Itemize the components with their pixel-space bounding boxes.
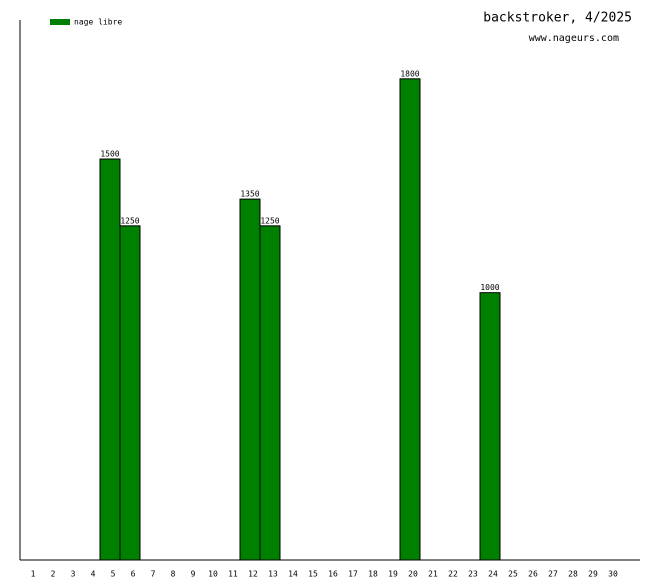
x-tick-label: 8 (171, 570, 176, 579)
x-tick-label: 14 (288, 570, 298, 579)
x-tick-label: 3 (71, 570, 76, 579)
x-tick-label: 22 (448, 570, 458, 579)
bar (99, 158, 121, 561)
x-tick-label: 24 (488, 570, 498, 579)
x-tick-label: 23 (468, 570, 478, 579)
legend-label: nage libre (74, 18, 122, 27)
x-tick-label: 10 (208, 570, 218, 579)
bar (259, 225, 281, 561)
x-tick-label: 15 (308, 570, 318, 579)
x-tick-label: 1 (31, 570, 36, 579)
bar (239, 198, 261, 561)
chart-title: backstroker, 4/2025 (483, 11, 632, 26)
x-tick-label: 19 (388, 570, 398, 579)
x-tick-label: 9 (191, 570, 196, 579)
x-tick-label: 30 (608, 570, 618, 579)
data-label: 1800 (400, 69, 419, 78)
x-tick-label: 7 (151, 570, 156, 579)
x-tick-label: 29 (588, 570, 598, 579)
x-tick-label: 4 (91, 570, 96, 579)
x-tick-label: 5 (111, 570, 116, 579)
bar (119, 225, 141, 561)
x-tick-label: 20 (408, 570, 418, 579)
x-tick-label: 26 (528, 570, 538, 579)
data-label: 1250 (120, 216, 139, 225)
x-tick-label: 18 (368, 570, 378, 579)
x-tick-label: 25 (508, 570, 518, 579)
x-tick-label: 11 (228, 570, 238, 579)
data-label: 1500 (100, 150, 119, 159)
x-tick-label: 2 (51, 570, 56, 579)
x-tick-label: 12 (248, 570, 258, 579)
data-label: 1000 (480, 283, 499, 292)
x-tick-label: 17 (348, 570, 358, 579)
data-label: 1250 (260, 216, 279, 225)
x-tick-label: 16 (328, 570, 338, 579)
bar (479, 292, 501, 561)
x-tick-label: 21 (428, 570, 438, 579)
data-label: 1350 (240, 190, 259, 199)
bar (399, 78, 421, 561)
chart-subtitle: www.nageurs.com (529, 33, 619, 44)
x-tick-label: 13 (268, 570, 278, 579)
x-tick-label: 27 (548, 570, 558, 579)
legend-swatch (50, 19, 70, 25)
x-tick-label: 28 (568, 570, 578, 579)
x-tick-label: 6 (131, 570, 136, 579)
